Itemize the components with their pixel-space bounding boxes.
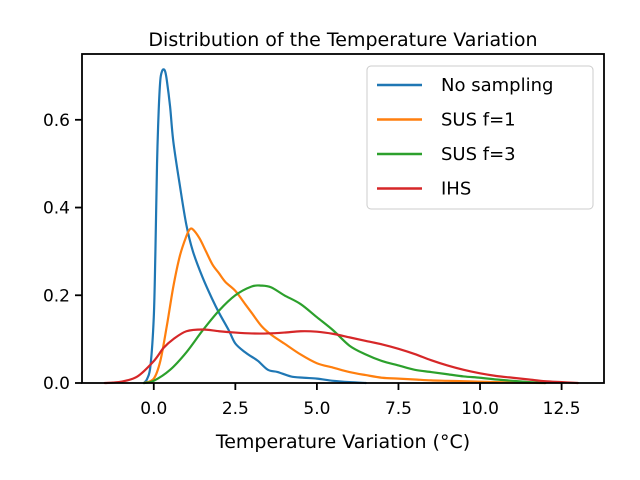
x-tick-label: 12.5 bbox=[543, 399, 581, 419]
x-tick-label: 7.5 bbox=[385, 399, 412, 419]
legend: No sampling SUS f=1 SUS f=3 IHS bbox=[366, 65, 594, 210]
legend-label-2: SUS f=1 bbox=[441, 110, 516, 131]
y-tick-label: 0.4 bbox=[43, 199, 70, 219]
legend-box bbox=[366, 65, 594, 210]
plot-frame bbox=[81, 53, 605, 384]
legend-label-3: SUS f=3 bbox=[441, 144, 516, 165]
y-tick-label: 0.2 bbox=[43, 286, 70, 306]
series-line-3 bbox=[142, 284, 547, 385]
x-tick-label: 10.0 bbox=[461, 399, 499, 419]
x-axis-title: Temperature Variation (°C) bbox=[215, 431, 470, 453]
series-line-1 bbox=[142, 68, 367, 385]
x-tick-label: 0.0 bbox=[140, 399, 167, 419]
chart-title: Distribution of the Temperature Variatio… bbox=[148, 29, 537, 51]
legend-items: No sampling SUS f=1 SUS f=3 IHS bbox=[377, 75, 553, 200]
x-tick-label: 5.0 bbox=[303, 399, 330, 419]
plot-lines bbox=[103, 68, 579, 385]
legend-label-4: IHS bbox=[441, 179, 471, 200]
y-tick-label: 0.6 bbox=[43, 111, 70, 131]
y-axis-ticks: 0.0 0.2 0.4 0.6 bbox=[43, 111, 82, 394]
legend-label-1: No sampling bbox=[441, 75, 553, 96]
x-axis-ticks: 0.0 2.5 5.0 7.5 10.0 12.5 bbox=[140, 383, 581, 419]
x-tick-label: 2.5 bbox=[222, 399, 249, 419]
series-line-4 bbox=[103, 328, 579, 385]
series-line-2 bbox=[142, 227, 547, 385]
y-tick-label: 0.0 bbox=[43, 374, 70, 394]
